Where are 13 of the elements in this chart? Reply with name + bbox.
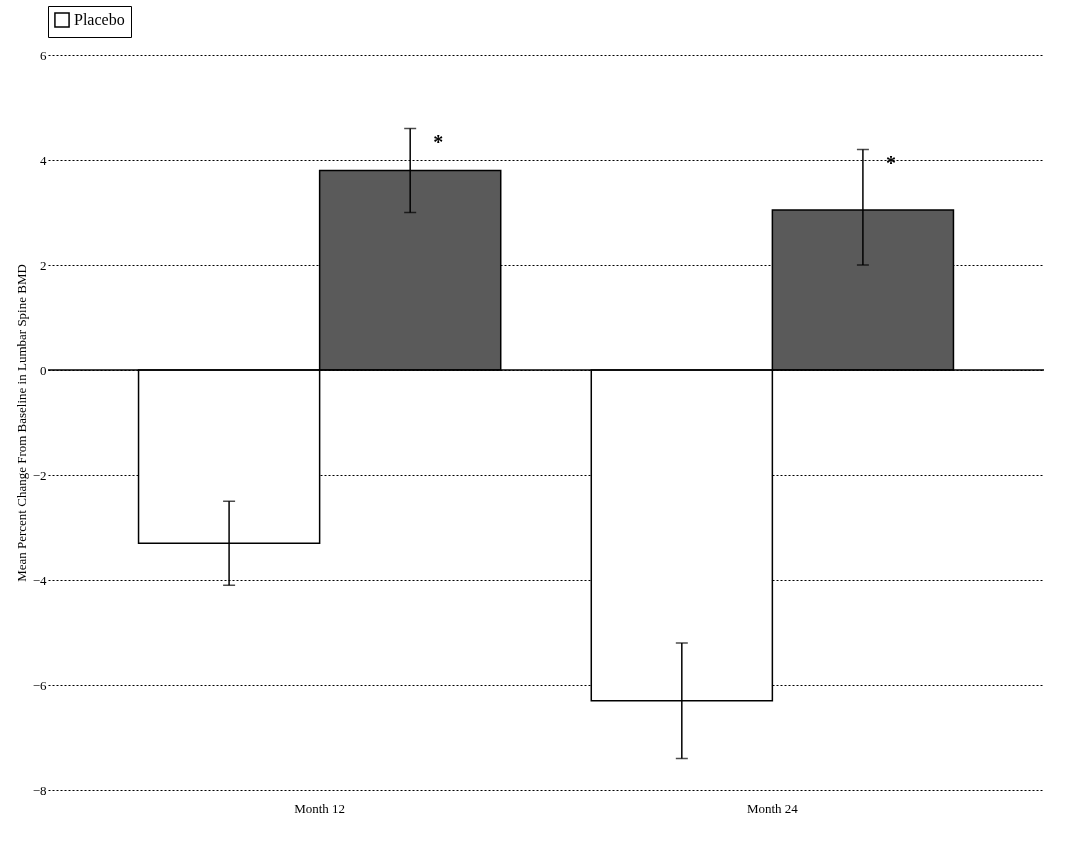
y-tick-label: 0 bbox=[40, 362, 47, 378]
y-tick-label: −2 bbox=[32, 467, 47, 483]
annotation: * bbox=[433, 130, 444, 153]
y-tick-label: −4 bbox=[32, 572, 47, 588]
y-tick-label: 6 bbox=[40, 47, 47, 63]
y-axis-title: Mean Percent Change From Baseline in Lumbar Spine BMD bbox=[13, 264, 29, 582]
x-tick-label: Month 24 bbox=[746, 800, 799, 816]
y-tick-label: 2 bbox=[40, 257, 47, 273]
legend-label: Placebo bbox=[74, 11, 125, 28]
x-tick-label: Month 12 bbox=[294, 800, 346, 816]
y-tick-label: −6 bbox=[32, 677, 47, 693]
y-tick-label: −8 bbox=[32, 782, 47, 798]
y-tick-label: 4 bbox=[40, 152, 47, 168]
